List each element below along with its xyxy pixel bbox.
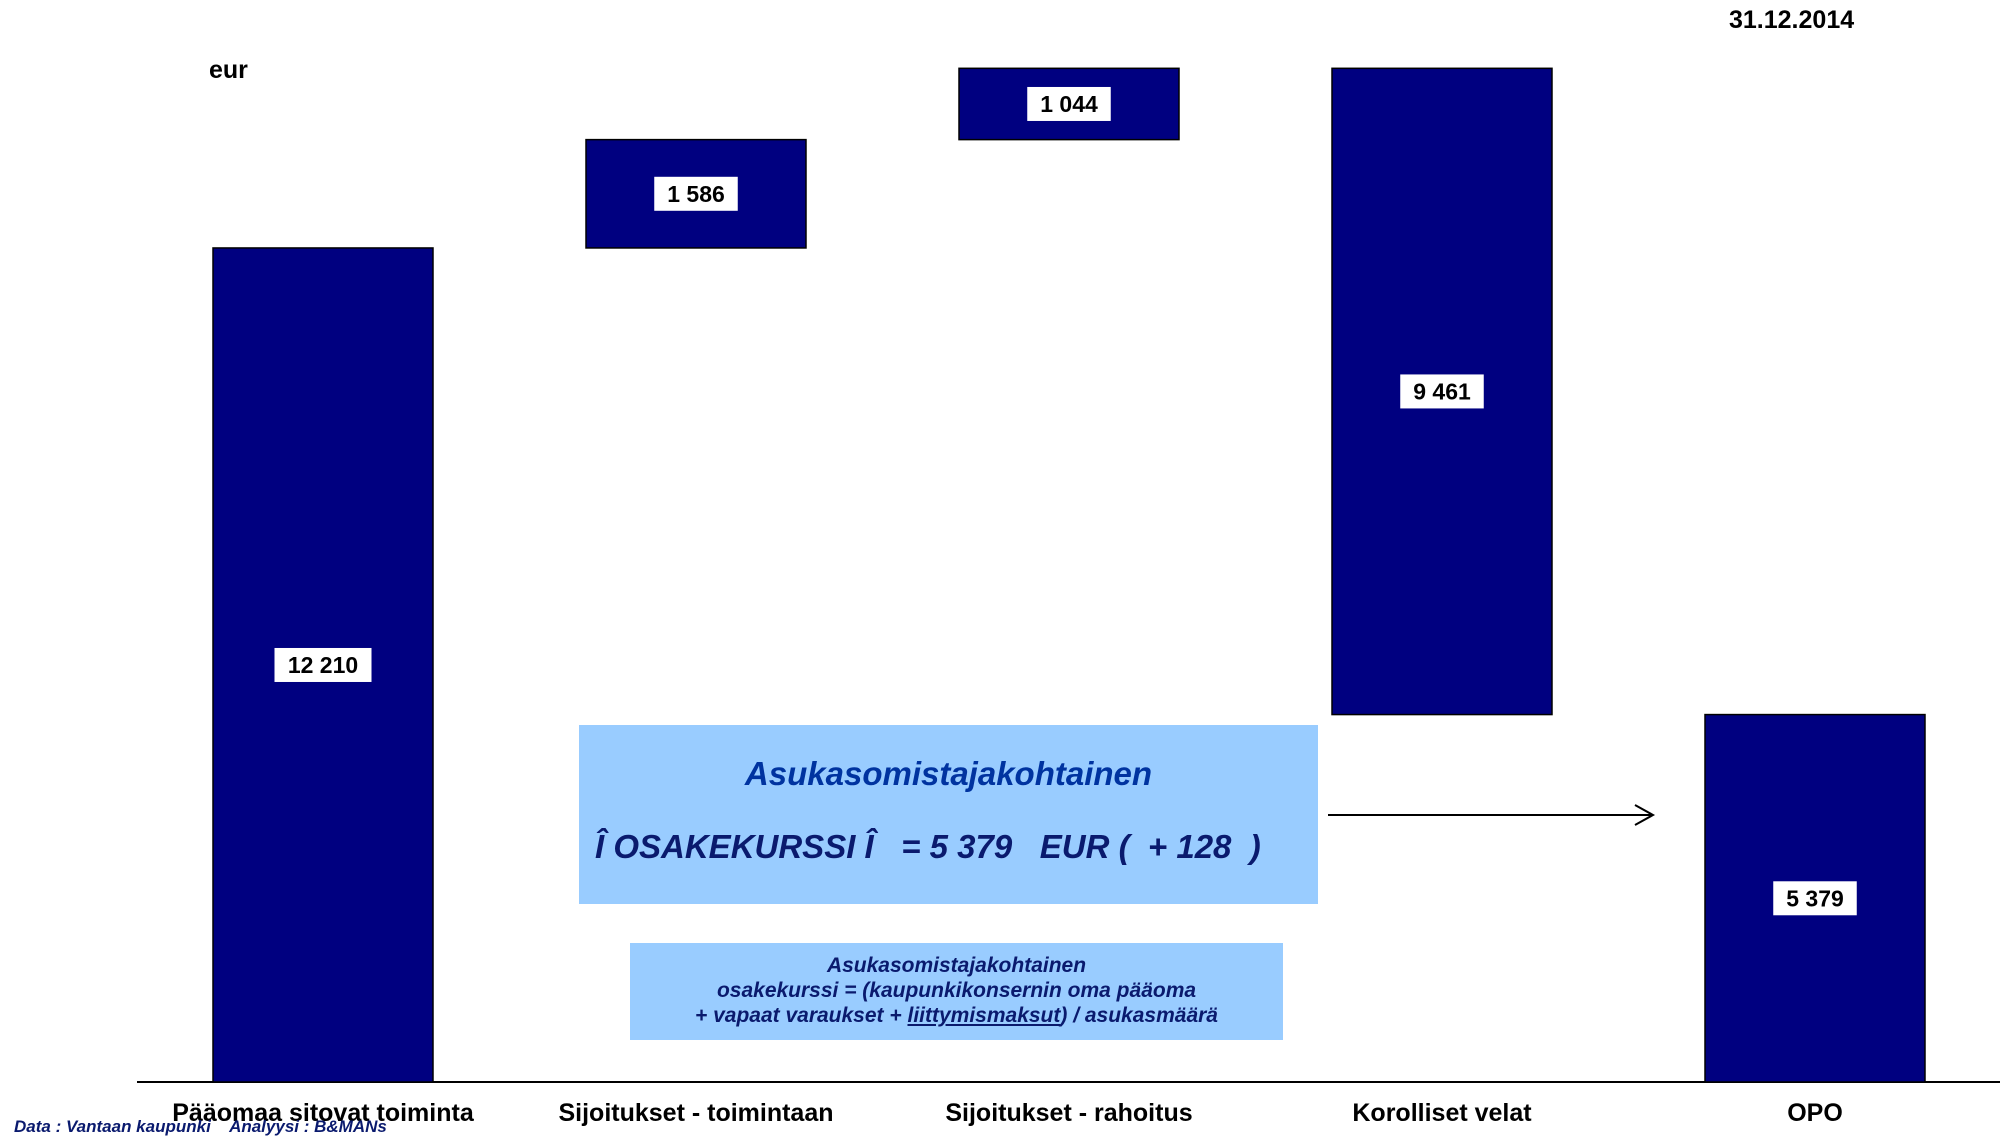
definition-line-3-post: ) / asukasmäärä	[1060, 1004, 1218, 1027]
share-price-value: Î OSAKEKURSSI Î = 5 379 EUR ( + 128 )	[595, 828, 1261, 865]
data-label-4: 9 461	[1413, 378, 1471, 404]
category-label-1: Pääomaa sitovat toiminta	[172, 1099, 475, 1127]
data-label-bg-3	[1027, 86, 1111, 121]
data-label-bg-2	[654, 176, 738, 211]
definition-line-2: osakekurssi = (kaupunkikonsernin oma pää…	[716, 979, 1197, 1002]
share-price-title: Asukasomistajakohtainen	[744, 755, 1153, 792]
category-label-4: Korolliset velat	[1352, 1099, 1532, 1127]
category-label-5: OPO	[1787, 1099, 1843, 1127]
data-label-5: 5 379	[1786, 885, 1844, 911]
arrow-icon	[1328, 804, 1656, 826]
unit-label: eur	[209, 56, 248, 84]
definition-line-3: + vapaat varaukset + liittymismaksut) / …	[630, 1003, 1283, 1028]
definition-box: Asukasomistajakohtainen osakekurssi = (k…	[630, 943, 1283, 1040]
data-label-2: 1 586	[667, 181, 725, 207]
definition-underlined-term: liittymismaksut	[907, 1004, 1061, 1027]
definition-line-3-pre: + vapaat varaukset +	[695, 1004, 908, 1027]
footer-source: Data : Vantaan kaupunki Analyysi : B&MAN…	[14, 1117, 387, 1136]
data-label-bg-4	[1400, 374, 1484, 409]
definition-line-1: Asukasomistajakohtainen	[826, 954, 1087, 977]
data-label-bg-5	[1773, 881, 1857, 916]
date-label: 31.12.2014	[1729, 6, 1855, 34]
category-label-2: Sijoitukset - toimintaan	[558, 1099, 833, 1127]
data-label-1: 12 210	[288, 652, 358, 678]
share-price-box: Asukasomistajakohtainen Î OSAKEKURSSI Î …	[579, 725, 1318, 904]
data-label-3: 1 044	[1040, 91, 1098, 117]
data-label-bg-1	[274, 647, 372, 682]
category-label-3: Sijoitukset - rahoitus	[945, 1099, 1192, 1127]
